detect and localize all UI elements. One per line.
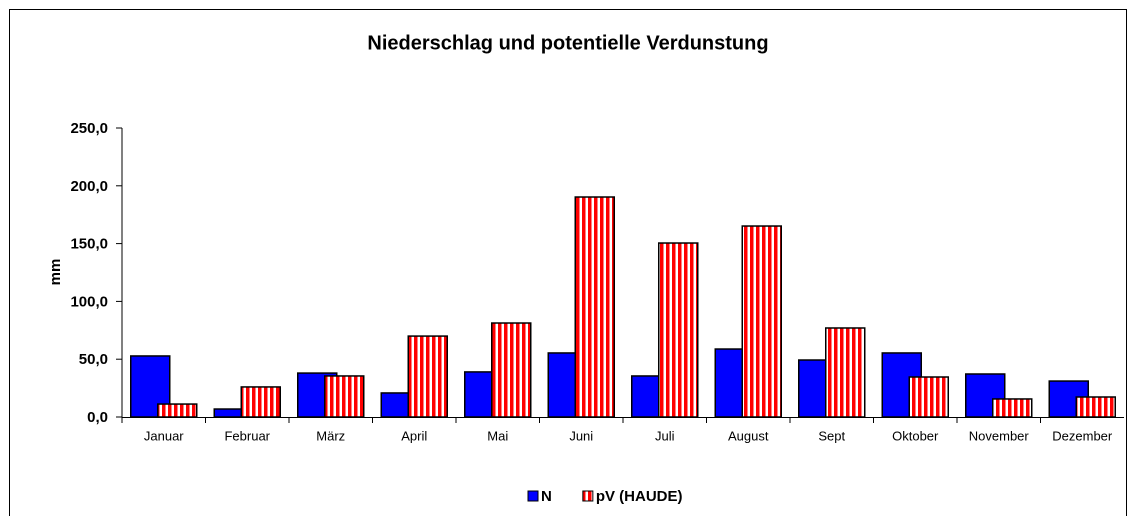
legend-swatch	[527, 490, 539, 502]
x-tick-label: November	[969, 428, 1030, 443]
bar	[574, 196, 615, 418]
bar	[240, 386, 281, 418]
bar	[157, 403, 198, 418]
bar	[491, 322, 532, 418]
x-tick-label: Mai	[487, 428, 508, 443]
x-tick-label: Juli	[655, 428, 675, 443]
bar	[741, 225, 782, 418]
bar	[658, 242, 699, 418]
y-tick-label: 100,0	[70, 293, 108, 310]
legend-label: pV (HAUDE)	[596, 488, 683, 505]
y-tick-label: 50,0	[79, 351, 108, 368]
chart-frame	[9, 9, 1127, 516]
legend-swatch	[582, 490, 594, 502]
bar	[992, 398, 1033, 418]
x-tick-label: Januar	[144, 428, 184, 443]
bar	[1075, 396, 1116, 418]
x-tick-label: Juni	[569, 428, 593, 443]
bar	[825, 327, 866, 418]
y-tick-label: 250,0	[70, 120, 108, 137]
y-tick-label: 200,0	[70, 178, 108, 195]
y-tick-label: 150,0	[70, 236, 108, 253]
x-tick-label: März	[316, 428, 345, 443]
x-tick-label: Sept	[818, 428, 845, 443]
x-tick-label: April	[401, 428, 427, 443]
y-tick-label: 0,0	[87, 409, 108, 426]
bar	[908, 376, 949, 418]
bar	[407, 335, 448, 418]
y-axis-label: mm	[47, 259, 64, 286]
bar	[324, 375, 365, 418]
legend-label: N	[541, 488, 552, 505]
x-tick-label: Februar	[224, 428, 270, 443]
x-tick-label: Oktober	[892, 428, 939, 443]
x-tick-label: August	[728, 428, 769, 443]
x-tick-label: Dezember	[1052, 428, 1113, 443]
chart-title: Niederschlag und potentielle Verdunstung	[367, 32, 768, 54]
